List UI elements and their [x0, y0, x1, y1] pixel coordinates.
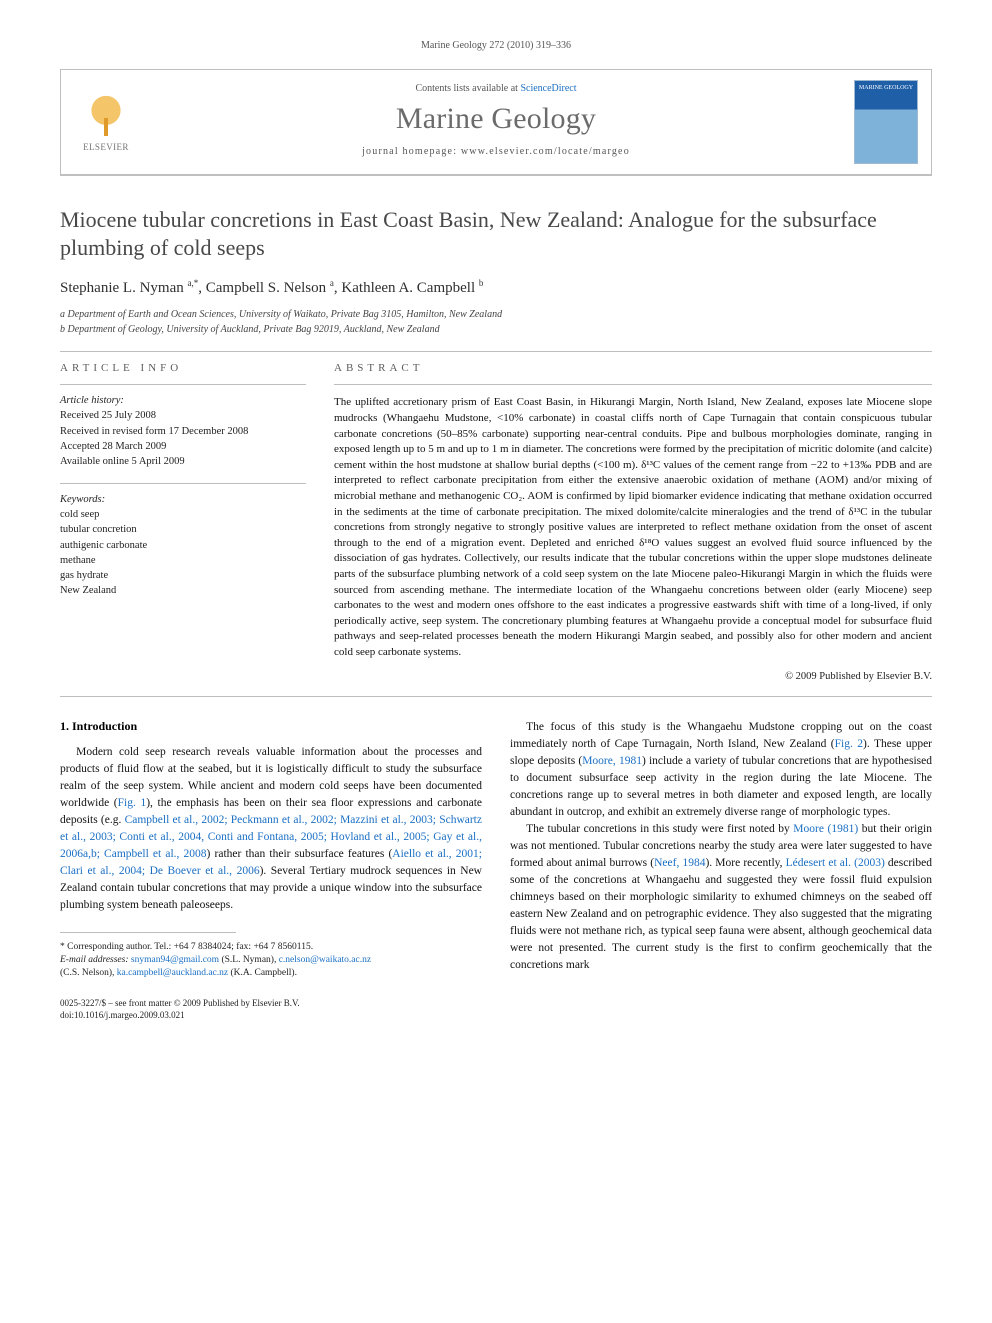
affiliations: a Department of Earth and Ocean Sciences…: [60, 307, 932, 337]
keyword: New Zealand: [60, 583, 306, 598]
contents-prefix: Contents lists available at: [415, 83, 520, 94]
intro-paragraph-2: The focus of this study is the Whangaehu…: [510, 719, 932, 821]
text: ). More recently,: [705, 857, 785, 869]
homepage-prefix: journal homepage:: [362, 146, 461, 157]
keyword: authigenic carbonate: [60, 538, 306, 553]
cover-image: MARINE GEOLOGY: [854, 80, 918, 164]
text: (K.A. Campbell).: [228, 968, 297, 978]
history-head: Article history:: [60, 395, 306, 406]
figure-ref[interactable]: Fig. 1: [118, 797, 147, 809]
intro-paragraph-3: The tubular concretions in this study we…: [510, 821, 932, 974]
journal-name: Marine Geology: [151, 102, 841, 136]
citation-link[interactable]: Lédesert et al. (2003): [786, 857, 885, 869]
abstract-text: The uplifted accretionary prism of East …: [334, 395, 932, 660]
citation-link[interactable]: Moore, 1981: [582, 755, 642, 767]
history-received: Received 25 July 2008: [60, 408, 306, 423]
divider: [60, 384, 306, 385]
email-link[interactable]: c.nelson@waikato.ac.nz: [279, 955, 371, 965]
running-header: Marine Geology 272 (2010) 319–336: [60, 40, 932, 51]
contents-line: Contents lists available at ScienceDirec…: [151, 83, 841, 94]
divider: [60, 351, 932, 352]
history-revised: Received in revised form 17 December 200…: [60, 424, 306, 439]
footnote-rule: [60, 932, 236, 933]
journal-cover-thumb: MARINE GEOLOGY: [841, 70, 931, 174]
keyword: methane: [60, 553, 306, 568]
article-info-label: ARTICLE INFO: [60, 362, 306, 374]
email-link[interactable]: ka.campbell@auckland.ac.nz: [117, 968, 228, 978]
citation-link[interactable]: Moore (1981): [793, 823, 858, 835]
text: (C.S. Nelson),: [60, 968, 117, 978]
keyword: tubular concretion: [60, 522, 306, 537]
corresponding-author-note: * Corresponding author. Tel.: +64 7 8384…: [60, 941, 482, 954]
section-1-heading: 1. Introduction: [60, 719, 482, 734]
elsevier-wordmark: ELSEVIER: [83, 142, 129, 152]
keyword: gas hydrate: [60, 568, 306, 583]
figure-ref[interactable]: Fig. 2: [835, 738, 863, 750]
sciencedirect-link[interactable]: ScienceDirect: [520, 83, 576, 94]
keyword: cold seep: [60, 507, 306, 522]
emails-label: E-mail addresses:: [60, 955, 131, 965]
email-addresses: E-mail addresses: snyman94@gmail.com (S.…: [60, 954, 482, 981]
authors-line: Stephanie L. Nyman a,*, Campbell S. Nels…: [60, 278, 932, 297]
homepage-url: www.elsevier.com/locate/margeo: [461, 146, 630, 157]
email-link[interactable]: snyman94@gmail.com: [131, 955, 219, 965]
affiliation-a: a Department of Earth and Ocean Sciences…: [60, 307, 932, 322]
doi-line: doi:10.1016/j.margeo.2009.03.021: [60, 1009, 482, 1022]
article-title: Miocene tubular concretions in East Coas…: [60, 206, 932, 262]
text: ) rather than their subsurface features …: [207, 848, 393, 860]
divider: [60, 483, 306, 484]
abstract-label: ABSTRACT: [334, 362, 932, 374]
history-online: Available online 5 April 2009: [60, 454, 306, 469]
citation-link[interactable]: Neef, 1984: [654, 857, 705, 869]
divider: [334, 384, 932, 385]
affiliation-b: b Department of Geology, University of A…: [60, 322, 932, 337]
footer-meta: 0025-3227/$ – see front matter © 2009 Pu…: [60, 997, 482, 1022]
elsevier-logo: ELSEVIER: [61, 82, 151, 162]
keywords-head: Keywords:: [60, 494, 306, 505]
journal-header-box: ELSEVIER Contents lists available at Sci…: [60, 69, 932, 176]
intro-paragraph-1: Modern cold seep research reveals valuab…: [60, 744, 482, 914]
copyright-line: © 2009 Published by Elsevier B.V.: [334, 671, 932, 682]
divider: [60, 696, 932, 697]
homepage-line: journal homepage: www.elsevier.com/locat…: [151, 146, 841, 157]
issn-line: 0025-3227/$ – see front matter © 2009 Pu…: [60, 997, 482, 1010]
text: The tubular concretions in this study we…: [526, 823, 793, 835]
history-accepted: Accepted 28 March 2009: [60, 439, 306, 454]
text: described some of the concretions at Wha…: [510, 857, 932, 971]
text: (S.L. Nyman),: [219, 955, 279, 965]
elsevier-tree-icon: [83, 92, 129, 138]
